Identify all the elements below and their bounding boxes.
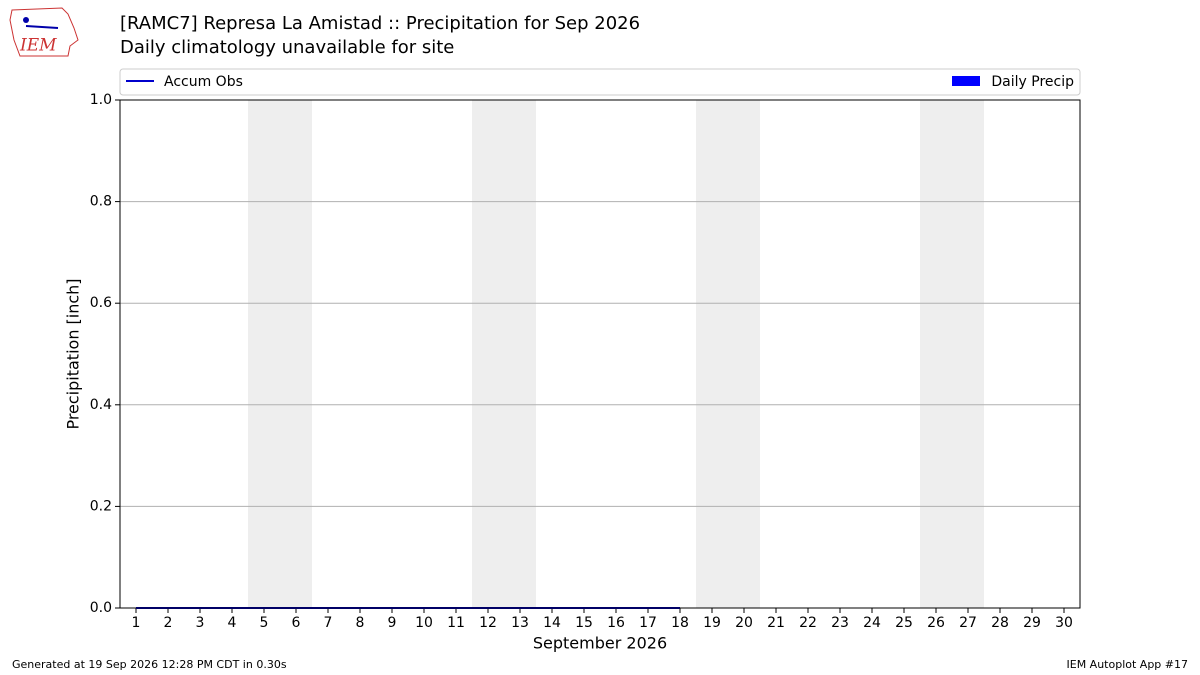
x-tick-label: 22 [799, 615, 817, 631]
y-tick-label: 1.0 [90, 92, 112, 108]
x-tick-label: 16 [607, 615, 625, 631]
weekend-shade [696, 100, 760, 608]
footer-left: Generated at 19 Sep 2026 12:28 PM CDT in… [12, 658, 287, 671]
x-tick-label: 30 [1055, 615, 1073, 631]
x-tick-label: 8 [356, 615, 365, 631]
y-tick-label: 0.6 [90, 295, 112, 311]
x-tick-label: 27 [959, 615, 977, 631]
x-tick-label: 20 [735, 615, 753, 631]
footer-right: IEM Autoplot App #17 [1067, 658, 1189, 671]
x-tick-label: 7 [324, 615, 333, 631]
x-tick-label: 26 [927, 615, 945, 631]
logo-text: IEM [19, 36, 57, 56]
x-tick-label: 10 [415, 615, 433, 631]
x-tick-label: 2 [164, 615, 173, 631]
weekend-shade [248, 100, 312, 608]
plot-frame [119, 99, 1081, 609]
legend-label: Daily Precip [991, 74, 1074, 90]
x-axis-label: September 2026 [533, 634, 667, 653]
x-tick-label: 6 [292, 615, 301, 631]
y-axis-label: Precipitation [inch] [64, 278, 83, 429]
weekend-shade [920, 100, 984, 608]
y-tick-label: 0.2 [90, 498, 112, 514]
y-tick-label: 0.4 [90, 397, 112, 413]
x-tick-label: 23 [831, 615, 849, 631]
x-tick-label: 19 [703, 615, 721, 631]
x-tick-label: 21 [767, 615, 785, 631]
y-tick-label: 0.8 [90, 194, 112, 210]
x-tick-label: 28 [991, 615, 1009, 631]
x-tick-label: 17 [639, 615, 657, 631]
legend-swatch [952, 76, 980, 86]
x-tick-label: 15 [575, 615, 593, 631]
logo: IEM [9, 7, 79, 57]
x-tick-label: 5 [260, 615, 269, 631]
legend-label: Accum Obs [164, 74, 243, 90]
x-tick-label: 1 [132, 615, 141, 631]
x-tick-label: 13 [511, 615, 529, 631]
x-tick-label: 11 [447, 615, 465, 631]
legend-box [119, 68, 1081, 96]
weekend-shade [472, 100, 536, 608]
chart-subtitle: Daily climatology unavailable for site [120, 37, 454, 58]
x-tick-label: 4 [228, 615, 237, 631]
x-tick-label: 25 [895, 615, 913, 631]
x-tick-label: 18 [671, 615, 689, 631]
x-tick-label: 12 [479, 615, 497, 631]
y-tick-label: 0.0 [90, 600, 112, 616]
x-tick-label: 29 [1023, 615, 1041, 631]
x-tick-label: 14 [543, 615, 561, 631]
x-tick-label: 3 [196, 615, 205, 631]
x-tick-label: 9 [388, 615, 397, 631]
x-tick-label: 24 [863, 615, 881, 631]
chart-title: [RAMC7] Represa La Amistad :: Precipitat… [120, 13, 640, 34]
